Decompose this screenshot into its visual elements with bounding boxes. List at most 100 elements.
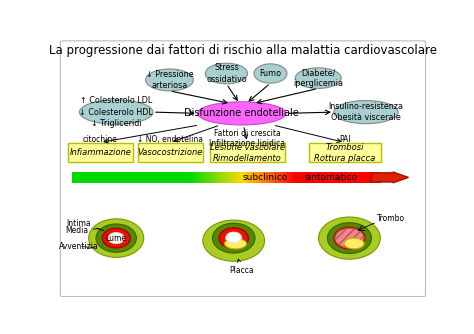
Bar — [287, 172, 289, 183]
Bar — [212, 172, 213, 183]
Bar — [161, 172, 162, 183]
FancyBboxPatch shape — [210, 143, 285, 162]
Bar — [225, 172, 227, 183]
Bar — [210, 172, 211, 183]
Bar — [130, 172, 131, 183]
Bar — [365, 172, 367, 183]
Bar — [208, 172, 210, 183]
Bar — [133, 172, 134, 183]
Bar — [363, 172, 365, 183]
Bar — [313, 172, 314, 183]
Bar — [237, 172, 238, 183]
Bar — [261, 172, 263, 183]
Bar — [132, 172, 133, 183]
Bar — [97, 172, 98, 183]
Bar — [328, 172, 329, 183]
Bar — [76, 172, 78, 183]
Text: PAI: PAI — [339, 135, 350, 144]
Bar — [348, 172, 349, 183]
Bar — [110, 172, 111, 183]
Bar — [93, 172, 94, 183]
Bar — [126, 172, 127, 183]
Bar — [136, 172, 137, 183]
Bar — [209, 172, 210, 183]
Bar — [203, 172, 204, 183]
Bar — [237, 172, 239, 183]
Bar — [211, 172, 212, 183]
Bar — [249, 172, 250, 183]
Bar — [343, 172, 344, 183]
Bar — [331, 172, 333, 183]
Bar — [275, 172, 276, 183]
Bar — [286, 172, 287, 183]
Text: Fattori di crescita
Infiltrazione lipidica: Fattori di crescita Infiltrazione lipidi… — [210, 129, 285, 148]
Bar — [380, 172, 381, 183]
Bar — [251, 172, 253, 183]
Bar — [98, 172, 99, 183]
Bar — [356, 172, 357, 183]
Bar — [318, 172, 319, 183]
Bar — [173, 172, 174, 183]
Bar — [200, 172, 201, 183]
Bar — [216, 172, 218, 183]
Bar — [191, 172, 193, 183]
Bar — [297, 172, 299, 183]
Bar — [152, 172, 154, 183]
Bar — [74, 172, 75, 183]
Bar — [198, 172, 199, 183]
Bar — [138, 172, 139, 183]
Bar — [87, 172, 88, 183]
Text: Vasocostrizione: Vasocostrizione — [137, 148, 203, 157]
Bar — [151, 172, 153, 183]
Bar — [265, 172, 267, 183]
Bar — [316, 172, 317, 183]
Bar — [289, 172, 291, 183]
FancyBboxPatch shape — [68, 143, 133, 162]
Bar — [207, 172, 208, 183]
Bar — [144, 172, 146, 183]
Bar — [309, 172, 310, 183]
Text: sintomatico: sintomatico — [304, 173, 358, 182]
Bar — [135, 172, 136, 183]
Bar — [347, 172, 348, 183]
Bar — [119, 172, 121, 183]
Bar — [155, 172, 157, 183]
Bar — [85, 172, 87, 183]
Bar — [234, 172, 235, 183]
Bar — [146, 172, 147, 183]
Bar — [259, 172, 261, 183]
Bar — [241, 172, 242, 183]
Bar — [111, 172, 113, 183]
Bar — [201, 172, 202, 183]
Bar — [311, 172, 312, 183]
Bar — [299, 172, 300, 183]
Bar — [256, 172, 258, 183]
Bar — [128, 172, 130, 183]
Bar — [280, 172, 281, 183]
Bar — [118, 172, 120, 183]
Bar — [168, 172, 169, 183]
Text: Insulino-resistenza
Obesità viscerale: Insulino-resistenza Obesità viscerale — [328, 102, 403, 122]
Bar — [254, 172, 255, 183]
Bar — [113, 172, 115, 183]
Bar — [101, 172, 102, 183]
Bar — [219, 172, 220, 183]
Bar — [125, 172, 126, 183]
Bar — [170, 172, 171, 183]
Bar — [285, 172, 286, 183]
Bar — [260, 172, 262, 183]
Ellipse shape — [225, 238, 246, 249]
Ellipse shape — [335, 228, 364, 248]
Bar — [300, 172, 301, 183]
Bar — [374, 172, 375, 183]
Text: Trombosi
Rottura placca: Trombosi Rottura placca — [314, 143, 375, 163]
Bar — [336, 172, 337, 183]
Bar — [94, 172, 95, 183]
Bar — [346, 172, 347, 183]
Bar — [103, 172, 104, 183]
Bar — [177, 172, 178, 183]
Bar — [122, 172, 124, 183]
Bar — [340, 172, 342, 183]
Bar — [307, 172, 308, 183]
Bar — [156, 172, 158, 183]
